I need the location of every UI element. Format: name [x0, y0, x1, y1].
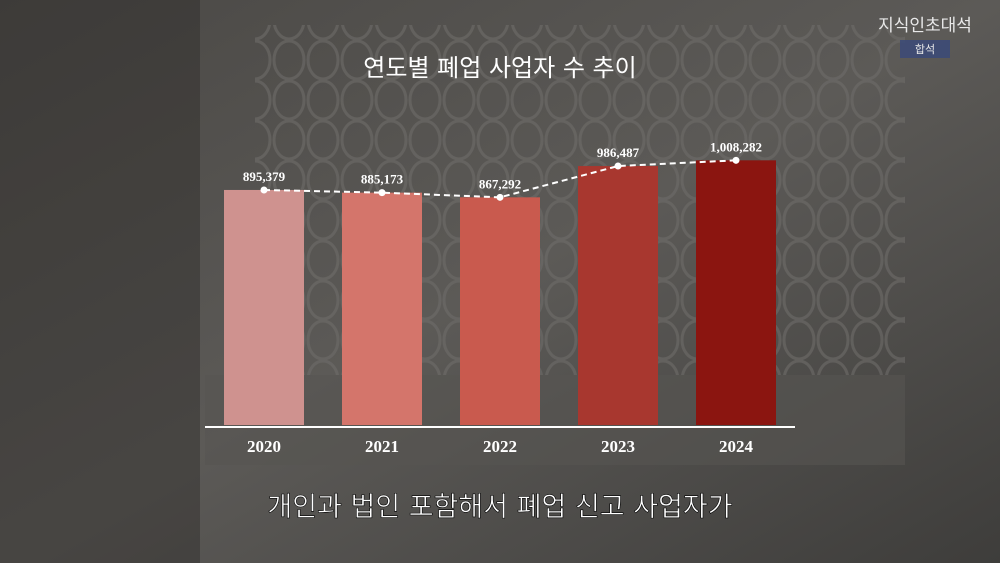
value-label: 1,008,282	[710, 139, 762, 154]
bar	[224, 189, 304, 425]
value-label: 895,379	[243, 169, 286, 184]
x-tick-label: 2022	[483, 437, 517, 456]
trend-point	[378, 189, 386, 197]
shutter-base	[205, 375, 905, 465]
value-label: 885,173	[361, 172, 404, 187]
bar	[460, 197, 540, 425]
chart-title: 연도별 폐업 사업자 수 추이	[363, 54, 636, 82]
watermark-title: 지식인초대석	[878, 16, 972, 36]
street-shade	[0, 0, 200, 563]
caption: 개인과 법인 포함해서 폐업 신고 사업자가	[267, 492, 732, 523]
watermark-subtitle: 합석	[915, 43, 935, 56]
x-tick-label: 2021	[365, 437, 399, 456]
value-label: 867,292	[479, 176, 521, 191]
x-tick-label: 2023	[601, 437, 635, 456]
plot: 2020 2021 2022 2023 2024 895,379 885,173 867,29…	[205, 139, 795, 456]
x-tick-label: 2024	[719, 437, 754, 456]
trend-point	[260, 186, 268, 194]
watermark-badge	[900, 40, 950, 58]
x-tick-label: 2020	[247, 437, 281, 456]
bar	[696, 160, 776, 425]
value-label: 986,487	[597, 145, 640, 160]
trend-point	[614, 162, 622, 170]
trend-point	[496, 193, 504, 201]
bar	[578, 166, 658, 425]
bar	[342, 192, 422, 425]
trend-point	[732, 156, 740, 164]
